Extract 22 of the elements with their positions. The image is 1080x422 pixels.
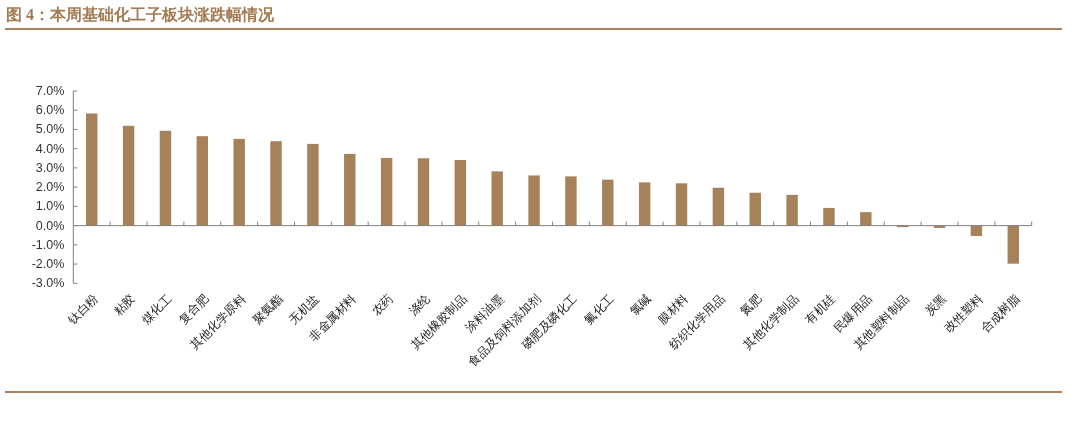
x-tick-label: 粘胶 (110, 291, 138, 319)
y-tick-label: 7.0% (35, 84, 65, 98)
x-tick-label: 聚氨酯 (249, 291, 286, 327)
x-tick-label: 钛白粉 (64, 291, 101, 328)
y-tick-label: 2.0% (35, 180, 65, 195)
y-tick-label: 0.0% (35, 218, 65, 233)
x-tick-label: 氯碱 (626, 291, 654, 319)
y-tick-label: -2.0% (31, 257, 65, 272)
x-tick-label: 氟化工 (581, 291, 617, 327)
x-tick-label: 炭黑 (921, 291, 949, 319)
y-tick-label: 5.0% (35, 122, 65, 137)
chart-title: 图 4：本周基础化工子板块涨跌幅情况 (6, 6, 275, 23)
x-tick-label: 煤化工 (139, 291, 175, 327)
y-tick-label: 6.0% (35, 103, 65, 118)
y-tick-label: 1.0% (35, 199, 65, 214)
y-tick-label: -3.0% (31, 276, 65, 291)
x-tick-label: 氮肥 (737, 291, 765, 319)
y-tick-label: -1.0% (31, 237, 65, 252)
y-tick-label: 3.0% (35, 160, 65, 175)
x-tick-label: 涤纶 (405, 291, 433, 319)
x-tick-label: 农药 (368, 291, 396, 319)
y-tick-label: 4.0% (35, 141, 65, 156)
